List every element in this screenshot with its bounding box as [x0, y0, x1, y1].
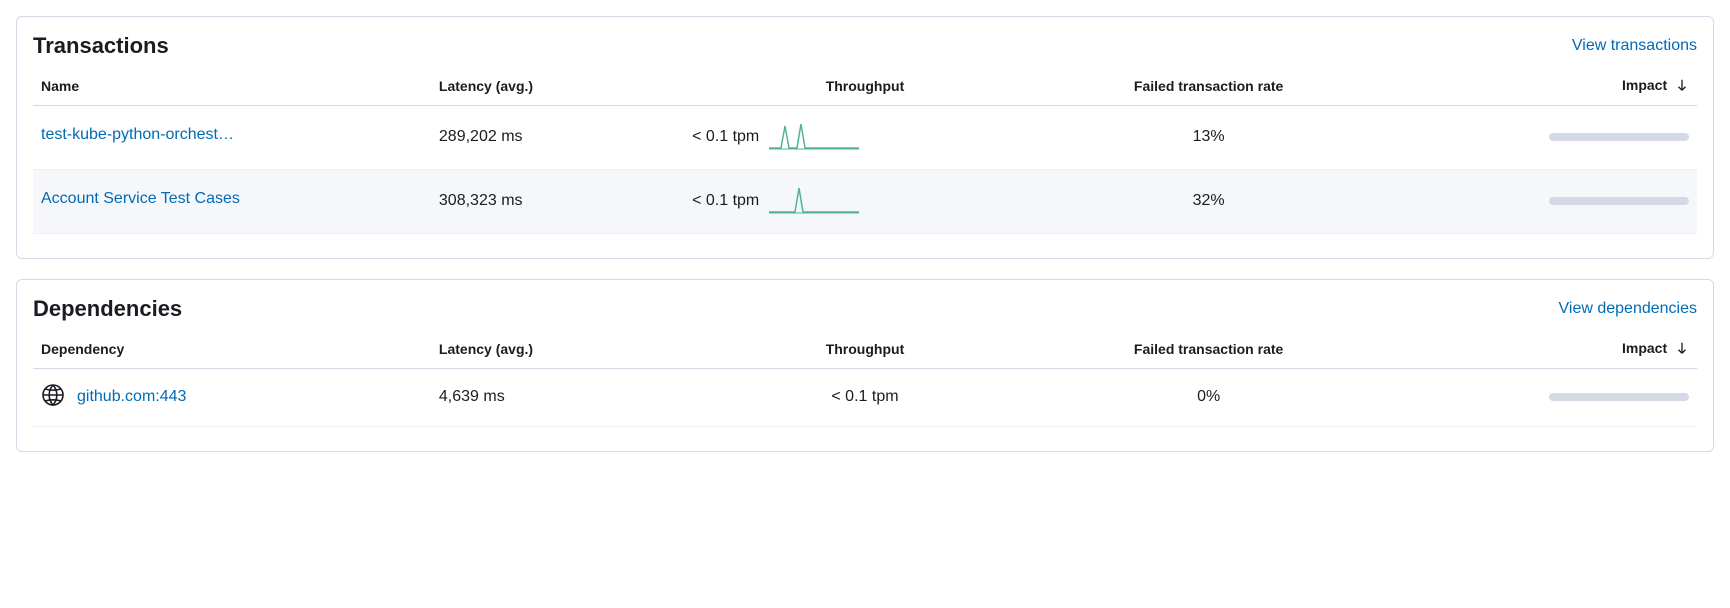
- col-impact-label: Impact: [1622, 77, 1667, 93]
- dependencies-header-row: Dependency Latency (avg.) Throughput Fai…: [33, 330, 1697, 368]
- dependencies-panel: Dependencies View dependencies Dependenc…: [16, 279, 1714, 452]
- view-transactions-link[interactable]: View transactions: [1572, 37, 1697, 55]
- transaction-name-link[interactable]: test-kube-python-orchest…: [41, 126, 234, 144]
- transactions-header: Transactions View transactions: [33, 33, 1697, 59]
- throughput-value: < 0.1 tpm: [692, 128, 759, 146]
- sort-down-icon: [1675, 341, 1689, 358]
- sort-down-icon: [1675, 78, 1689, 95]
- impact-bar: [1549, 393, 1689, 401]
- throughput-cell: < 0.1 tpm: [692, 184, 1038, 219]
- sparkline-icon: [769, 120, 859, 155]
- table-row[interactable]: test-kube-python-orchest… 289,202 ms < 0…: [33, 105, 1697, 169]
- failed-rate-value: 32%: [1046, 169, 1372, 233]
- dependencies-table: Dependency Latency (avg.) Throughput Fai…: [33, 330, 1697, 427]
- failed-rate-value: 0%: [1046, 368, 1372, 426]
- sparkline-icon: [769, 184, 859, 219]
- transactions-title: Transactions: [33, 33, 169, 59]
- table-row[interactable]: Account Service Test Cases 308,323 ms < …: [33, 169, 1697, 233]
- col-impact-label: Impact: [1622, 340, 1667, 356]
- col-dependency[interactable]: Dependency: [33, 330, 431, 368]
- transactions-header-row: Name Latency (avg.) Throughput Failed tr…: [33, 67, 1697, 105]
- col-name[interactable]: Name: [33, 67, 431, 105]
- col-failed[interactable]: Failed transaction rate: [1046, 67, 1372, 105]
- col-throughput[interactable]: Throughput: [684, 67, 1046, 105]
- throughput-cell: < 0.1 tpm: [692, 388, 1038, 406]
- col-throughput[interactable]: Throughput: [684, 330, 1046, 368]
- throughput-value: < 0.1 tpm: [692, 192, 759, 210]
- latency-value: 4,639 ms: [431, 368, 684, 426]
- throughput-value: < 0.1 tpm: [831, 388, 898, 406]
- col-impact[interactable]: Impact: [1371, 67, 1697, 105]
- throughput-cell: < 0.1 tpm: [692, 120, 1038, 155]
- transaction-name-link[interactable]: Account Service Test Cases: [41, 190, 240, 208]
- col-latency[interactable]: Latency (avg.): [431, 330, 684, 368]
- view-dependencies-link[interactable]: View dependencies: [1559, 300, 1697, 318]
- table-row[interactable]: github.com:443 4,639 ms < 0.1 tpm 0%: [33, 368, 1697, 426]
- col-impact[interactable]: Impact: [1371, 330, 1697, 368]
- impact-bar: [1549, 197, 1689, 205]
- col-failed[interactable]: Failed transaction rate: [1046, 330, 1372, 368]
- latency-value: 289,202 ms: [431, 105, 684, 169]
- dependencies-header: Dependencies View dependencies: [33, 296, 1697, 322]
- failed-rate-value: 13%: [1046, 105, 1372, 169]
- dependencies-title: Dependencies: [33, 296, 182, 322]
- transactions-table: Name Latency (avg.) Throughput Failed tr…: [33, 67, 1697, 234]
- impact-bar: [1549, 133, 1689, 141]
- latency-value: 308,323 ms: [431, 169, 684, 233]
- col-latency[interactable]: Latency (avg.): [431, 67, 684, 105]
- transactions-panel: Transactions View transactions Name Late…: [16, 16, 1714, 259]
- dependency-name-link[interactable]: github.com:443: [77, 388, 186, 406]
- globe-icon: [41, 383, 65, 412]
